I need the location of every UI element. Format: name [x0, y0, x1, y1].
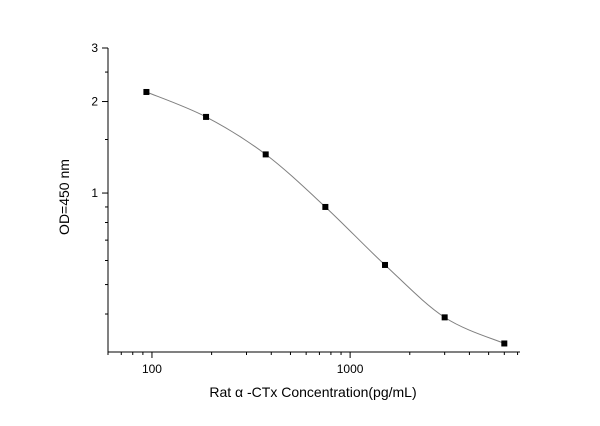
- series: [143, 88, 508, 347]
- y-tick-label: 3: [91, 41, 98, 55]
- data-point: [382, 261, 389, 268]
- data-point: [203, 113, 210, 120]
- axes: [107, 48, 520, 353]
- ticks: 100 1000 1 2 3: [91, 41, 519, 376]
- data-point: [441, 314, 448, 321]
- data-point: [262, 151, 269, 158]
- y-tick-label: 2: [91, 95, 98, 109]
- x-tick-label: 1000: [337, 362, 364, 376]
- y-tick-label: 1: [91, 186, 98, 200]
- fit-curve: [146, 91, 505, 344]
- x-axis-title: Rat α -CTx Concentration(pg/mL): [209, 384, 416, 400]
- data-point: [501, 340, 508, 347]
- x-tick-label: 100: [142, 362, 162, 376]
- data-point: [322, 203, 329, 210]
- y-axis-title: OD=450 nm: [56, 159, 72, 235]
- data-point: [143, 88, 150, 95]
